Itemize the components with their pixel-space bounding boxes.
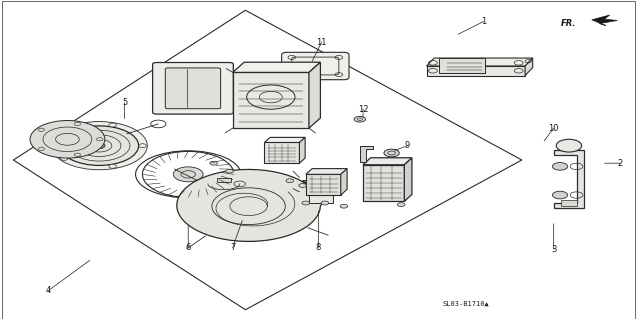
- Bar: [306, 174, 341, 195]
- Polygon shape: [360, 146, 373, 162]
- Circle shape: [225, 169, 233, 173]
- Circle shape: [139, 144, 147, 148]
- Circle shape: [354, 116, 366, 122]
- Text: 6: 6: [185, 243, 191, 252]
- Polygon shape: [306, 169, 347, 174]
- Text: 10: 10: [548, 124, 559, 132]
- Text: 11: 11: [317, 38, 327, 47]
- Text: 1: 1: [481, 17, 487, 26]
- Bar: [264, 142, 299, 163]
- Circle shape: [552, 163, 568, 170]
- Circle shape: [61, 131, 68, 135]
- Text: SL03-B1710▲: SL03-B1710▲: [443, 300, 489, 307]
- Polygon shape: [309, 62, 320, 128]
- Polygon shape: [561, 200, 576, 206]
- Polygon shape: [177, 170, 328, 241]
- Polygon shape: [525, 58, 533, 76]
- Circle shape: [299, 184, 306, 188]
- Text: 8: 8: [316, 243, 321, 252]
- Circle shape: [94, 143, 104, 148]
- Circle shape: [384, 149, 399, 157]
- Circle shape: [286, 179, 294, 183]
- Circle shape: [340, 204, 348, 208]
- Polygon shape: [341, 169, 347, 195]
- Polygon shape: [592, 15, 617, 26]
- FancyBboxPatch shape: [153, 62, 233, 114]
- Bar: [440, 58, 485, 73]
- Circle shape: [109, 164, 117, 168]
- Circle shape: [173, 167, 203, 182]
- Polygon shape: [299, 137, 305, 163]
- Text: 4: 4: [46, 286, 51, 295]
- Text: 2: 2: [618, 159, 623, 168]
- Circle shape: [302, 201, 310, 205]
- Circle shape: [109, 123, 117, 127]
- Polygon shape: [554, 150, 584, 208]
- Circle shape: [210, 161, 217, 165]
- Text: 12: 12: [358, 105, 368, 114]
- Bar: [233, 72, 309, 128]
- Bar: [217, 178, 231, 182]
- Polygon shape: [264, 137, 305, 142]
- FancyBboxPatch shape: [166, 68, 220, 109]
- Polygon shape: [233, 62, 320, 72]
- Circle shape: [60, 126, 139, 165]
- Circle shape: [552, 191, 568, 199]
- Bar: [363, 165, 404, 201]
- Circle shape: [61, 156, 68, 160]
- Circle shape: [556, 139, 582, 152]
- Circle shape: [321, 201, 329, 205]
- Polygon shape: [363, 158, 412, 165]
- Text: 3: 3: [551, 245, 556, 254]
- Circle shape: [397, 203, 405, 206]
- Polygon shape: [404, 158, 412, 201]
- Polygon shape: [427, 66, 525, 76]
- Text: 5: 5: [122, 98, 127, 107]
- Polygon shape: [427, 58, 533, 66]
- Text: 7: 7: [230, 243, 236, 252]
- Bar: [309, 181, 333, 203]
- Circle shape: [30, 121, 105, 158]
- Circle shape: [51, 122, 147, 170]
- FancyBboxPatch shape: [282, 52, 349, 80]
- Text: 9: 9: [405, 141, 410, 150]
- Text: FR.: FR.: [561, 19, 576, 28]
